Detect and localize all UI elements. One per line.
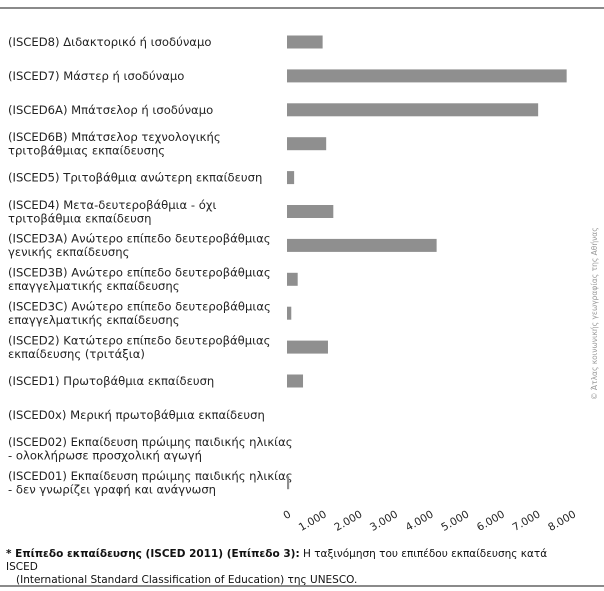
category-label: (ISCED3A) Ανώτερο επίπεδο δευτεροβάθμιας… [8,232,271,260]
bar [287,476,290,490]
x-tick-label: 3.000 [368,508,400,533]
category-label: (ISCED5) Τριτοβάθμια ανώτερη εκπαίδευση [8,171,262,185]
bar-chart: (ISCED8) Διδακτορικό ή ισοδύναμο (ISCED7)… [8,35,578,534]
bottom-rule [0,585,604,587]
footnote: * Επίπεδο εκπαίδευσης (ISCED 2011) (Επίπ… [6,548,576,587]
bar [287,238,437,252]
bar [287,137,327,151]
bar [287,306,292,320]
bar [287,171,295,185]
category-label: (ISCED6A) Μπάτσελορ ή ισοδύναμο [8,103,213,117]
bar [287,340,328,354]
bar [287,69,567,83]
copyright-credit: © Άτλας κοινωνικής γεωγραφίας της Αθήνας [590,227,599,400]
x-tick-label: 5.000 [439,508,471,533]
footnote-text: Η ταξινόμηση του επιπέδου εκπαίδευσης κα… [6,548,548,573]
category-label: (ISCED01) Εκπαίδευση πρώιμης παιδικής ηλ… [8,469,293,497]
footnote-title: * Επίπεδο εκπαίδευσης (ISCED 2011) (Επίπ… [6,548,300,560]
bar [287,374,304,388]
bar [287,35,323,49]
bar [287,205,334,218]
x-tick-label: 2.000 [332,508,364,533]
category-label: (ISCED1) Πρωτοβάθμια εκπαίδευση [8,374,214,388]
bar [287,103,539,117]
category-label: (ISCED0x) Μερική πρωτοβάθμια εκπαίδευση [8,408,265,422]
x-tick-label: 7.000 [511,508,543,533]
x-tick-label: 0 [281,508,293,522]
bar [287,272,298,286]
category-label: (ISCED4) Μετα-δευτεροβάθμια - όχι τριτοβά… [8,198,216,226]
category-label: (ISCED6B) Μπάτσελορ τεχνολογικής τριτοβάθ… [8,130,221,158]
x-tick-label: 4.000 [404,508,436,533]
footnote-line2: (International Standard Classification o… [16,574,358,586]
category-label: (ISCED3B) Ανώτερο επίπεδο δευτεροβάθμιας… [8,266,271,294]
category-label: (ISCED3C) Ανώτερο επίπεδο δευτεροβάθμιας… [8,299,271,327]
category-label: (ISCED02) Εκπαίδευση πρώιμης παιδικής ηλ… [8,435,293,463]
x-tick-label: 6.000 [475,508,507,533]
x-tick-label: 1.000 [297,508,329,533]
x-tick-label: 8.000 [546,508,578,533]
category-label: (ISCED2) Κατώτερο επίπεδο δευτεροβάθμιας… [8,333,271,361]
category-label: (ISCED8) Διδακτορικό ή ισοδύναμο [8,35,211,49]
category-label: (ISCED7) Μάστερ ή ισοδύναμο [8,69,184,83]
top-rule [0,7,604,9]
